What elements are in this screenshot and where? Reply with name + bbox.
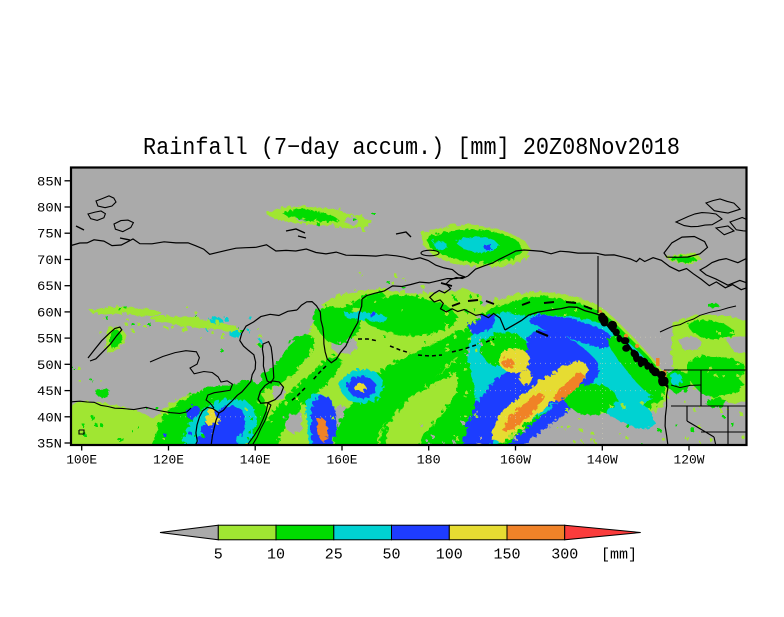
svg-text:100E: 100E bbox=[66, 453, 97, 468]
svg-text:160W: 160W bbox=[500, 453, 531, 468]
svg-text:75N: 75N bbox=[37, 227, 62, 242]
svg-text:50N: 50N bbox=[37, 358, 62, 373]
svg-text:80N: 80N bbox=[37, 201, 62, 216]
svg-text:65N: 65N bbox=[37, 279, 62, 294]
svg-text:100: 100 bbox=[436, 547, 463, 564]
svg-text:25: 25 bbox=[325, 547, 343, 564]
svg-text:50: 50 bbox=[382, 547, 400, 564]
svg-text:85N: 85N bbox=[37, 174, 62, 189]
svg-text:[mm]: [mm] bbox=[601, 547, 637, 564]
svg-text:40N: 40N bbox=[37, 410, 62, 425]
svg-text:160E: 160E bbox=[327, 453, 358, 468]
svg-text:45N: 45N bbox=[37, 384, 62, 399]
svg-text:70N: 70N bbox=[37, 253, 62, 268]
svg-text:5: 5 bbox=[214, 547, 223, 564]
svg-text:10: 10 bbox=[267, 547, 285, 564]
svg-text:150: 150 bbox=[493, 547, 520, 564]
svg-text:140W: 140W bbox=[587, 453, 618, 468]
svg-text:55N: 55N bbox=[37, 332, 62, 347]
svg-text:120W: 120W bbox=[674, 453, 705, 468]
svg-text:120E: 120E bbox=[153, 453, 184, 468]
svg-text:300: 300 bbox=[551, 547, 578, 564]
svg-text:35N: 35N bbox=[37, 437, 62, 452]
svg-text:140E: 140E bbox=[240, 453, 271, 468]
svg-text:180: 180 bbox=[417, 453, 441, 468]
svg-text:60N: 60N bbox=[37, 305, 62, 320]
svg-text:Rainfall (7−day accum.) [mm] 2: Rainfall (7−day accum.) [mm] 20Z08Nov201… bbox=[143, 135, 680, 162]
